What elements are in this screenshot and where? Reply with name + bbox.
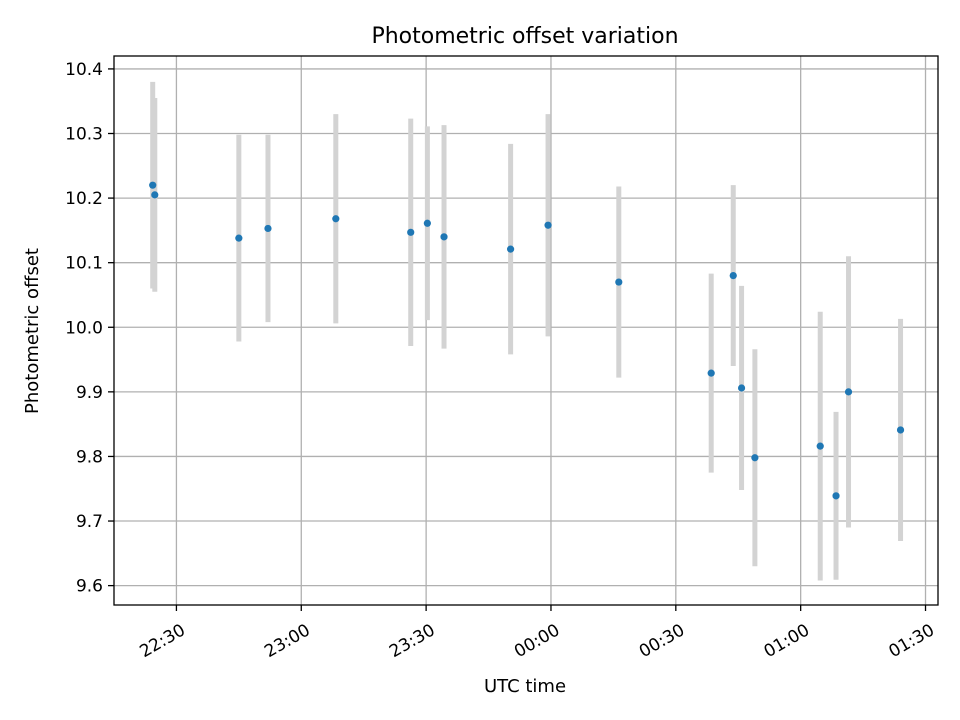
data-point (896, 426, 905, 434)
data-point (151, 191, 159, 199)
data-point (264, 224, 272, 233)
data-point (440, 233, 448, 241)
data-points (149, 181, 905, 500)
data-point (544, 221, 552, 229)
data-point (751, 454, 759, 462)
y-tick-label: 10.4 (65, 60, 103, 80)
grid (114, 56, 938, 605)
y-tick-label: 9.6 (76, 577, 103, 597)
y-axis-ticks: 9.6 9.7 9.8 9.9 10.0 10.1 10.2 10.3 10.4 (65, 60, 114, 597)
plot-frame (113, 55, 939, 606)
chart-title: Photometric offset variation (371, 24, 678, 49)
data-point (832, 492, 840, 500)
data-point (332, 215, 340, 223)
data-point (844, 388, 853, 396)
y-tick-label: 10.1 (65, 254, 103, 274)
data-point (816, 442, 824, 450)
data-point (235, 234, 243, 242)
data-point (615, 278, 623, 286)
y-tick-label: 10.0 (65, 318, 103, 338)
y-axis-label: Photometric offset (22, 248, 43, 414)
data-point (149, 181, 157, 189)
x-axis-label: UTC time (484, 676, 566, 697)
y-tick-label: 10.3 (65, 125, 103, 145)
data-point (729, 272, 737, 280)
data-point (737, 384, 746, 392)
data-point (407, 228, 415, 236)
y-tick-label: 9.7 (76, 512, 103, 532)
data-point (423, 219, 431, 227)
y-tick-label: 9.9 (76, 383, 103, 403)
y-tick-label: 9.8 (76, 447, 103, 467)
data-point (707, 369, 715, 377)
data-point (507, 245, 515, 253)
y-tick-label: 10.2 (65, 189, 103, 209)
